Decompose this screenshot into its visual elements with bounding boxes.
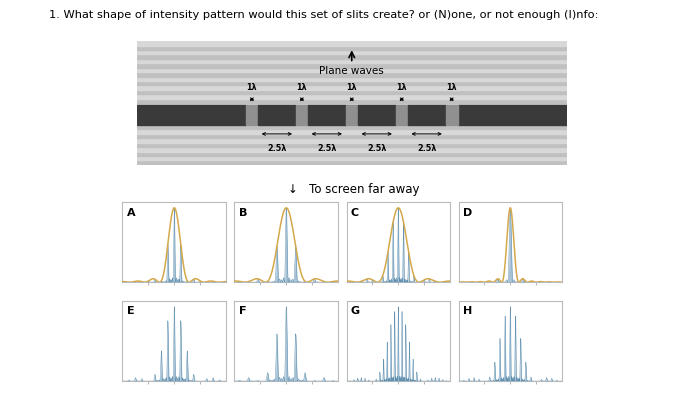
Bar [136,77,567,81]
Text: C: C [351,208,359,218]
Bar [136,108,567,112]
Text: 1λ: 1λ [396,83,407,92]
Bar [136,63,567,68]
Bar [136,138,567,143]
Bar [136,152,567,156]
Bar [246,105,258,125]
Bar [358,105,395,125]
Bar [458,105,567,125]
Bar [136,103,567,108]
Text: 1λ: 1λ [297,83,307,92]
Bar [136,90,567,94]
Bar [136,156,567,160]
Bar [136,98,567,103]
Bar [258,105,296,125]
Text: ↓   To screen far away: ↓ To screen far away [288,183,419,197]
Bar [136,160,567,165]
Bar [136,81,567,85]
Bar [308,105,346,125]
Bar [136,41,567,46]
Text: 2.5λ: 2.5λ [417,144,436,153]
Bar [296,105,308,125]
Bar [136,129,567,134]
Bar [136,125,567,129]
Bar [136,105,246,125]
Text: G: G [351,307,360,316]
Text: B: B [239,208,247,218]
Bar [136,54,567,59]
Text: 2.5λ: 2.5λ [317,144,337,153]
Bar [136,134,567,138]
Bar [136,116,567,121]
Text: Plane waves: Plane waves [319,66,384,76]
Text: E: E [127,307,134,316]
Text: D: D [463,208,472,218]
Bar [136,143,567,147]
Bar [136,59,567,63]
Bar [407,105,446,125]
Bar [346,105,358,125]
Bar [136,85,567,90]
Bar [136,72,567,77]
Text: 2.5λ: 2.5λ [267,144,286,153]
Text: 1λ: 1λ [447,83,457,92]
Text: 1. What shape of intensity pattern would this set of slits create? or (N)one, or: 1. What shape of intensity pattern would… [49,10,598,20]
Text: A: A [127,208,135,218]
Text: 1λ: 1λ [346,83,357,92]
Bar [136,68,567,72]
Bar [136,94,567,98]
Bar [136,147,567,152]
Bar [136,46,567,50]
Text: F: F [239,307,246,316]
Bar [136,112,567,116]
Text: H: H [463,307,472,316]
Bar [446,105,458,125]
Text: 1λ: 1λ [246,83,257,92]
Bar [136,121,567,125]
Bar [395,105,407,125]
Text: 2.5λ: 2.5λ [367,144,386,153]
Bar [136,50,567,54]
